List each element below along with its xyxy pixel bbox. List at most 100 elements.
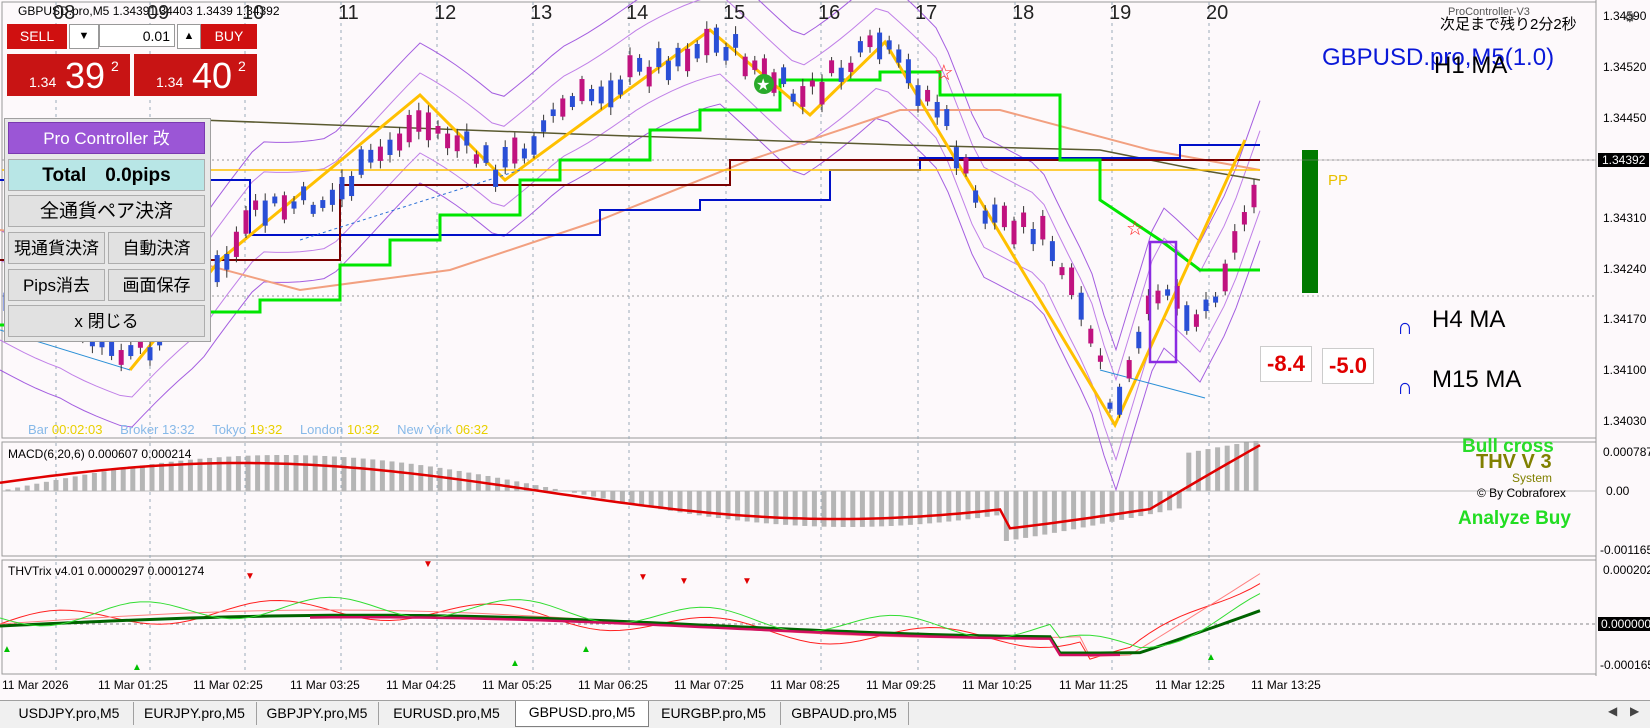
candle-body xyxy=(397,134,402,151)
sell-price-big: 39 xyxy=(65,55,105,97)
cobraforex-label: © By Cobraforex xyxy=(1477,486,1566,500)
tab-eurusd-pro-m5[interactable]: EURUSD.pro,M5 xyxy=(378,702,516,725)
chart-canvas[interactable]: ★☆☆▼▼▼▼▼▲▲▲▲▲ xyxy=(0,0,1650,700)
macd-histogram-bar xyxy=(140,465,145,491)
macd-histogram-bar xyxy=(418,465,423,491)
up-arrow-icon: ▲ xyxy=(1206,652,1216,663)
time-axis-label: 11 Mar 02:25 xyxy=(193,678,263,692)
candle-body xyxy=(628,55,633,77)
sell-star-icon: ☆ xyxy=(934,60,954,85)
macd-histogram-bar xyxy=(1244,442,1249,491)
sell-star-icon: ☆ xyxy=(1126,218,1144,240)
up-arrow-icon: ▲ xyxy=(510,658,520,669)
candle-body xyxy=(1204,300,1209,311)
auto-close-button[interactable]: 自動決済 xyxy=(108,232,205,264)
candle-body xyxy=(580,79,585,101)
h4-arrow-icon: ∩ xyxy=(1397,314,1413,340)
candle-body xyxy=(896,49,901,62)
sell-button[interactable]: SELL xyxy=(7,24,67,49)
candle-body xyxy=(244,210,249,233)
price-axis-label: 1.34310 xyxy=(1603,211,1646,225)
lot-decrease-button[interactable]: ▼ xyxy=(69,24,99,49)
sell-price-sup: 2 xyxy=(111,58,119,74)
candle-body xyxy=(512,138,517,164)
macd-histogram-bar xyxy=(1196,451,1201,491)
macd-histogram-bar xyxy=(783,491,788,525)
price-axis-label: 1.34450 xyxy=(1603,111,1646,125)
candle-body xyxy=(887,40,892,49)
top-date-label: 11 xyxy=(338,2,359,25)
macd-histogram-bar xyxy=(601,491,606,498)
candle-body xyxy=(848,63,853,72)
h1-ma-label: H1 MA xyxy=(1434,52,1507,80)
macd-histogram-bar xyxy=(34,484,39,491)
candle-body xyxy=(311,205,316,214)
tab-gbpjpy-pro-m5[interactable]: GBPJPY.pro,M5 xyxy=(256,702,379,725)
macd-histogram-bar xyxy=(1100,491,1105,524)
top-date-label: 18 xyxy=(1012,2,1034,25)
candle-body xyxy=(858,41,863,52)
macd-histogram-bar xyxy=(226,457,231,491)
candle-body xyxy=(1232,231,1237,252)
buy-price-prefix: 1.34 xyxy=(156,74,183,90)
tab-scroll-right-icon[interactable]: ▶ xyxy=(1630,704,1639,718)
buy-button[interactable]: BUY xyxy=(201,24,257,49)
chart-area[interactable]: ★☆☆▼▼▼▼▼▲▲▲▲▲ GBPUSD.pro,M5 1.34391.3440… xyxy=(0,0,1650,700)
macd-histogram-bar xyxy=(111,470,116,491)
candle-body xyxy=(1012,221,1017,245)
candle-body xyxy=(685,49,690,71)
macd-histogram-bar xyxy=(889,491,894,526)
candle-body xyxy=(704,29,709,55)
analyze-buy-label: Analyze Buy xyxy=(1458,508,1571,530)
candle-body xyxy=(330,190,335,205)
candle-body xyxy=(1098,356,1103,362)
macd-histogram-bar xyxy=(639,491,644,506)
macd-histogram-bar xyxy=(342,457,347,491)
countdown-text: 次足まで残り2分2秒 xyxy=(1440,13,1577,34)
price-axis-label: 1.34520 xyxy=(1603,60,1646,74)
sell-price-prefix: 1.34 xyxy=(29,74,56,90)
close-all-pairs-button[interactable]: 全通貨ペア決済 xyxy=(8,195,205,227)
macd-pane-frame xyxy=(2,442,1596,556)
macd-axis-label: 0.00 xyxy=(1606,484,1629,498)
macd-histogram-bar xyxy=(73,476,78,491)
tab-eurgbp-pro-m5[interactable]: EURGBP.pro,M5 xyxy=(647,702,781,725)
lot-increase-button[interactable]: ▲ xyxy=(177,24,201,49)
candle-body xyxy=(589,89,594,101)
down-arrow-icon: ▼ xyxy=(638,572,648,583)
down-arrow-icon: ▼ xyxy=(679,576,689,587)
sell-price-box[interactable]: 1.34 39 2 xyxy=(7,54,130,96)
lot-input[interactable]: 0.01 xyxy=(99,24,175,47)
tab-gbpusd-pro-m5[interactable]: GBPUSD.pro,M5 xyxy=(515,701,649,727)
tab-eurjpy-pro-m5[interactable]: EURJPY.pro,M5 xyxy=(133,702,257,725)
candle-body xyxy=(128,345,133,356)
current-price-label: 1.34392 xyxy=(1598,153,1649,167)
candle-body xyxy=(954,147,959,168)
close-current-pair-button[interactable]: 現通貨決済 xyxy=(8,232,105,264)
pro-controller-panel: Pro Controller 改 Total 0.0pips 全通貨ペア決済 現… xyxy=(4,118,211,342)
candle-body xyxy=(1117,387,1122,415)
candle-body xyxy=(1165,289,1170,295)
candle-body xyxy=(407,115,412,142)
candle-body xyxy=(349,176,354,196)
buy-price-sup: 2 xyxy=(238,58,246,74)
signal-star-icon: ★ xyxy=(756,77,770,94)
macd-histogram-bar xyxy=(332,456,337,491)
tab-usdjpy-pro-m5[interactable]: USDJPY.pro,M5 xyxy=(5,702,134,725)
macd-histogram-bar xyxy=(150,464,155,491)
close-panel-button[interactable]: x 閉じる xyxy=(8,305,205,337)
macd-histogram-bar xyxy=(1062,491,1067,531)
up-arrow-icon: ▲ xyxy=(2,644,12,655)
m15-ma-label: M15 MA xyxy=(1432,366,1521,394)
save-screen-button[interactable]: 画面保存 xyxy=(108,269,205,301)
tab-scroll-left-icon[interactable]: ◀ xyxy=(1608,704,1617,718)
macd-histogram-bar xyxy=(850,491,855,527)
candle-body xyxy=(839,68,844,82)
chart-settings-icon[interactable]: ⚙ xyxy=(1624,10,1636,26)
candle-body xyxy=(1194,314,1199,327)
buy-price-box[interactable]: 1.34 40 2 xyxy=(134,54,257,96)
candle-body xyxy=(1127,360,1132,378)
macd-histogram-bar xyxy=(322,456,327,491)
pips-clear-button[interactable]: Pips消去 xyxy=(8,269,105,301)
tab-gbpaud-pro-m5[interactable]: GBPAUD.pro,M5 xyxy=(780,702,909,725)
